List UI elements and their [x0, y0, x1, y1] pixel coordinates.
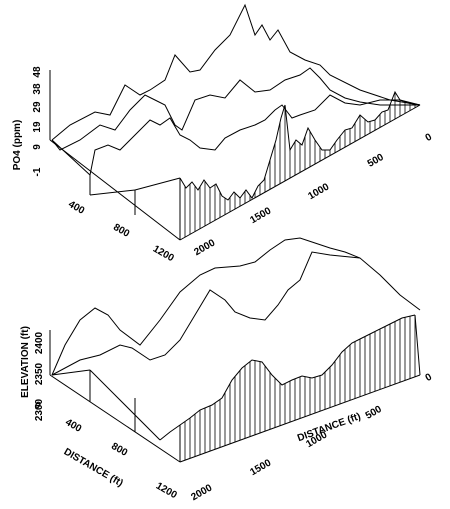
distance-tick-label: 0 [424, 371, 435, 384]
profile-back [51, 3, 421, 141]
y-tick-label: 2400 [34, 331, 45, 354]
depth-axis [49, 139, 181, 241]
profile-middle [51, 67, 420, 151]
depth-line [51, 139, 91, 176]
profile-front [179, 90, 421, 201]
profile-middle [51, 251, 361, 376]
front-hatching [179, 92, 416, 240]
y-axis-label: PO4 (ppm) [12, 120, 23, 171]
y-tick-label: 19 [32, 121, 43, 133]
distance-tick-label: 0 [424, 131, 435, 144]
profile-front [159, 314, 416, 441]
depth-tick-label: 800 [111, 222, 131, 240]
depth-tick-label: 400 [63, 417, 83, 435]
y-axis-label: ELEVATION (ft) [20, 326, 31, 398]
distance-tick-label: 500 [366, 152, 386, 170]
depth-tick-label: 800 [109, 441, 129, 459]
distance-tick-label: 1500 [248, 457, 273, 478]
bottom-panel: ELEVATION (ft) 2300 2350 2400 0 400 800 … [20, 237, 435, 503]
right-edge [414, 314, 421, 376]
y-tick-label: 9 [32, 144, 43, 150]
depth-tick-label: 1200 [154, 481, 179, 502]
distance-tick-label: 1000 [306, 181, 331, 202]
y-tick-label: 2300 [34, 398, 45, 421]
depth-line [134, 177, 181, 191]
depth-tick-label: 400 [66, 199, 86, 217]
top-panel: PO4 (ppm) -1 9 19 29 38 48 400 800 1200 … [12, 3, 435, 265]
profile-back [51, 237, 421, 376]
distance-tick-label: 500 [364, 404, 384, 422]
y-tick-label: -1 [32, 167, 43, 176]
distance-tick-label: 2000 [192, 237, 217, 258]
y-tick-label: 38 [32, 83, 43, 95]
depth-line [51, 369, 91, 376]
distance-tick-label: 2000 [189, 482, 214, 503]
y-tick-label: 48 [32, 66, 43, 78]
depth-tick-label: 0 [32, 400, 43, 413]
depth-axis [49, 374, 181, 463]
depth-tick-label: 1200 [151, 244, 176, 265]
depth-line [89, 369, 161, 441]
y-tick-label: 2350 [34, 362, 45, 385]
profile-third [89, 94, 421, 176]
distance-tick-label: 1500 [248, 205, 273, 226]
depth-line [89, 189, 136, 196]
front-hatching [179, 315, 416, 462]
y-tick-label: 29 [32, 101, 43, 113]
